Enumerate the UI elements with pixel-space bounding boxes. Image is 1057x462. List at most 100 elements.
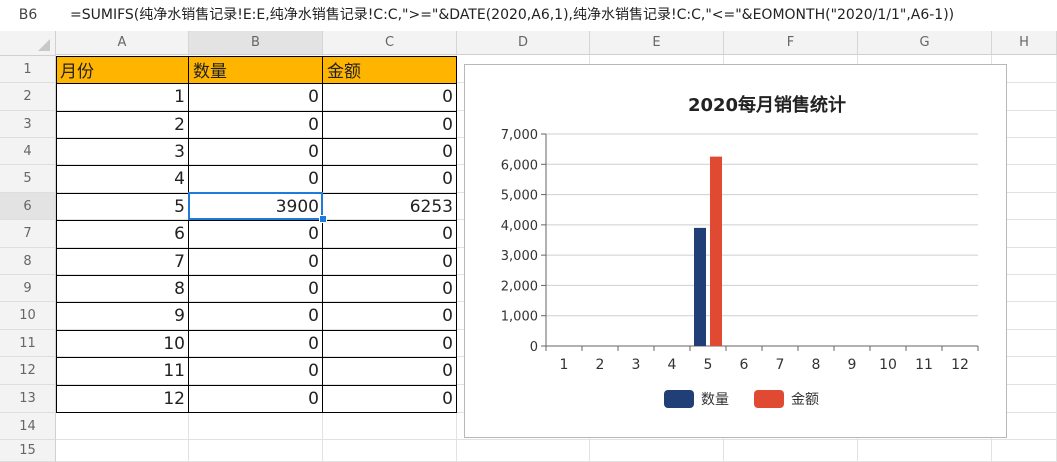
row-header-15[interactable]: 15 [0,440,56,462]
table-border-horizontal [56,138,457,139]
column-header-d[interactable]: D [457,31,590,55]
row-header-8[interactable]: 8 [0,248,56,275]
column-header-b[interactable]: B [189,31,323,55]
table-cell[interactable]: 0 [442,333,453,354]
table-cell[interactable]: 0 [442,361,453,381]
row-header-2[interactable]: 2 [0,83,56,111]
table-cell[interactable]: 0 [442,389,453,409]
select-all-corner[interactable] [0,31,56,56]
chart-canvas: 2020每月销售统计 0 1,000 2,000 3,000 4,000 5,000 6,00… [501,94,979,408]
column-header-g[interactable]: G [858,31,992,55]
table-cell[interactable]: 9 [174,306,185,326]
x-tick-label: 11 [915,357,933,373]
bar-quantity [694,227,706,346]
table-cell[interactable]: 0 [308,306,319,326]
table-cell[interactable]: 5 [174,196,185,217]
chart-title: 2020每月销售统计 [688,94,846,116]
table-cell[interactable]: 0 [442,87,453,107]
table-border-horizontal [56,248,457,249]
legend-swatch [664,390,694,408]
table-border-vertical [322,56,323,413]
table-cell[interactable]: 11 [163,361,185,381]
table-cell[interactable]: 6 [174,224,185,244]
table-cell[interactable]: 0 [308,333,319,354]
row-header-6[interactable]: 6 [0,193,56,220]
formula-input[interactable]: =SUMIFS(纯净水销售记录!E:E,纯净水销售记录!C:C,">="&DAT… [70,7,955,23]
table-cell[interactable]: 0 [308,169,319,189]
table-cell[interactable]: 0 [308,114,319,135]
x-tick-label: 7 [776,357,785,373]
column-header-f[interactable]: F [724,31,858,55]
table-cell[interactable]: 0 [442,278,453,299]
table-cell[interactable]: 3 [174,141,185,162]
table-cell[interactable]: 0 [442,141,453,162]
table-border-horizontal [56,165,457,166]
table-border-horizontal [56,385,457,386]
table-border-horizontal [56,111,457,112]
table-cell[interactable]: 0 [308,389,319,409]
column-header-h[interactable]: H [992,31,1057,55]
x-tick-label: 2 [596,357,605,373]
table-cell[interactable]: 2 [174,114,185,135]
table-cell[interactable]: 0 [308,251,319,272]
table-cell[interactable]: 0 [442,306,453,326]
x-tick-label: 3 [632,357,641,373]
table-cell[interactable]: 0 [308,224,319,244]
table-border-horizontal [56,275,457,276]
table-cell[interactable]: 0 [442,114,453,135]
x-tick-label: 1 [560,357,569,373]
row-header-13[interactable]: 13 [0,385,56,413]
legend-swatch [754,390,784,408]
x-tick-label: 8 [812,357,821,373]
fill-handle[interactable] [319,215,327,223]
table-cell[interactable]: 0 [442,169,453,189]
row-header-14[interactable]: 14 [0,413,56,440]
column-header-e[interactable]: E [590,31,724,55]
header-cell[interactable]: 月份 [56,56,189,83]
column-header-c[interactable]: C [323,31,457,55]
table-border-horizontal [56,56,457,57]
chart[interactable]: 2020每月销售统计 0 1,000 2,000 3,000 4,000 5,000 6,00… [464,64,1007,438]
x-tick-label: 6 [740,357,749,373]
table-cell[interactable]: 10 [163,333,185,354]
table-cell[interactable]: 12 [163,389,185,409]
table-cell[interactable]: 4 [174,169,185,189]
row-header-7[interactable]: 7 [0,220,56,248]
row-header-1[interactable]: 1 [0,56,56,83]
row-header-5[interactable]: 5 [0,165,56,193]
row-header-3[interactable]: 3 [0,111,56,138]
x-tick-label: 4 [668,357,677,373]
legend-label: 金额 [791,392,819,408]
header-cell[interactable]: 金额 [323,56,457,83]
y-tick-label: 7,000 [501,128,538,143]
row-header-4[interactable]: 4 [0,138,56,165]
y-tick-label: 1,000 [501,310,538,325]
table-cell[interactable]: 8 [174,278,185,299]
row-header-12[interactable]: 12 [0,357,56,385]
table-border-horizontal [56,83,457,84]
x-tick-label: 10 [879,357,897,373]
table-cell[interactable]: 1 [174,87,185,107]
y-tick-label: 2,000 [501,279,538,294]
row-header-9[interactable]: 9 [0,275,56,302]
table-cell[interactable]: 0 [308,361,319,381]
table-border-horizontal [56,302,457,303]
x-tick-label: 9 [848,357,857,373]
column-header-a[interactable]: A [56,31,189,55]
x-tick-label: 5 [704,357,713,373]
table-cell[interactable]: 6253 [409,196,453,217]
table-cell[interactable]: 0 [442,251,453,272]
y-tick-label: 3,000 [501,249,538,264]
table-cell[interactable]: 3900 [275,196,319,217]
table-border-vertical [56,56,57,413]
name-box[interactable]: B6 [18,7,38,23]
y-tick-label: 5,000 [501,189,538,204]
table-cell[interactable]: 7 [174,251,185,272]
table-cell[interactable]: 0 [308,278,319,299]
header-cell[interactable]: 数量 [189,56,323,83]
row-header-10[interactable]: 10 [0,302,56,330]
table-cell[interactable]: 0 [442,224,453,244]
row-header-11[interactable]: 11 [0,330,56,357]
table-cell[interactable]: 0 [308,87,319,107]
table-cell[interactable]: 0 [308,141,319,162]
